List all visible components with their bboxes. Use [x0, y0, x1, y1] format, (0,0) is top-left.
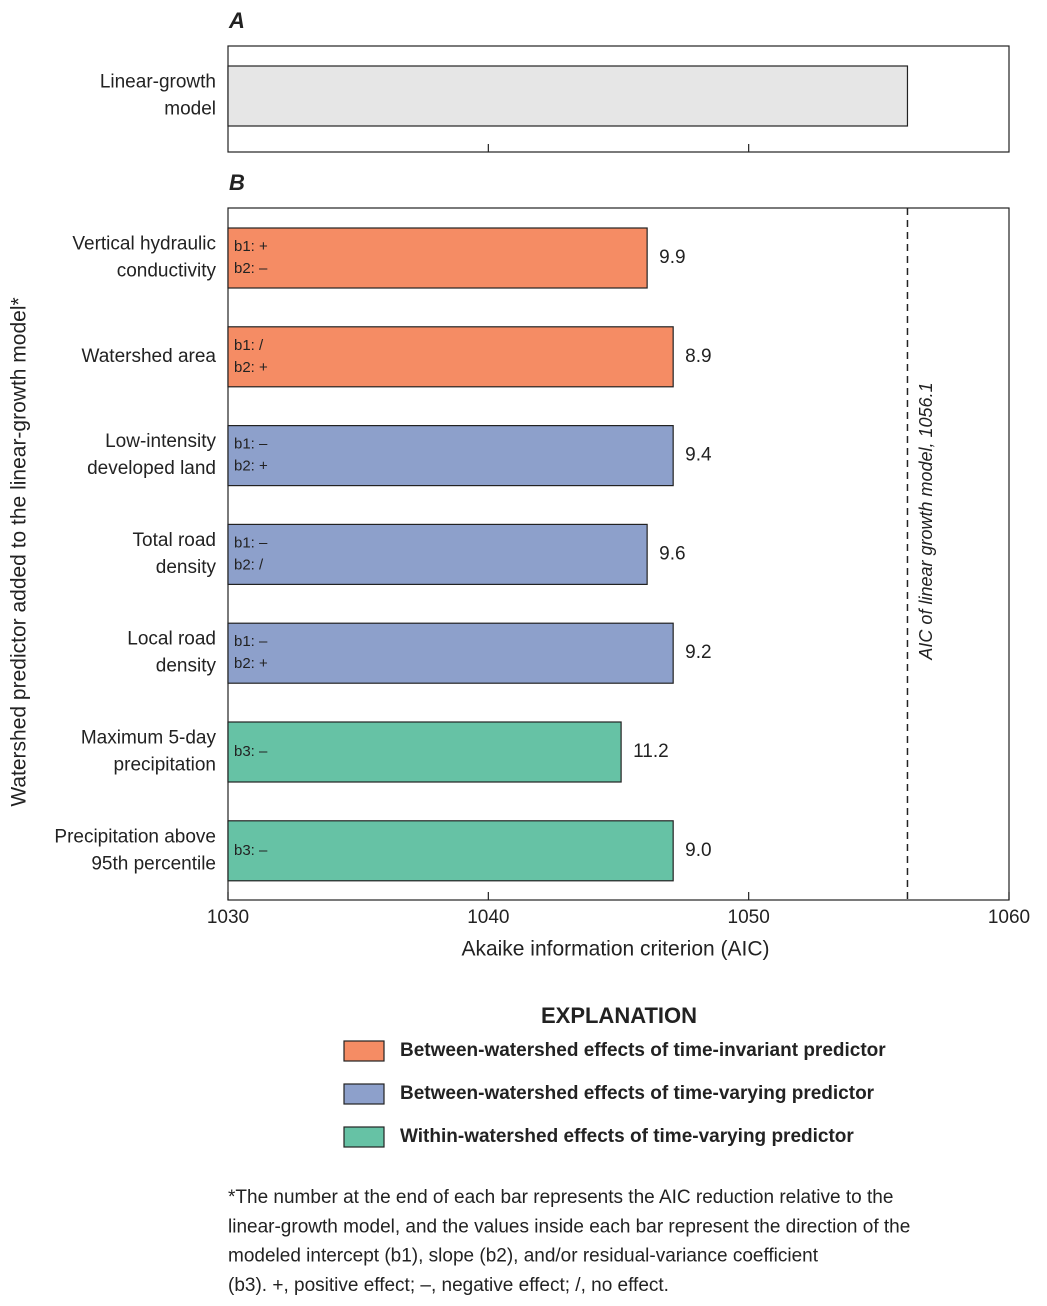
bar [227, 721, 622, 783]
y-tick-label: Watershed area [82, 346, 217, 367]
legend-swatch [343, 1083, 385, 1105]
bar [227, 820, 674, 882]
y-tick-label: conductivity [117, 261, 217, 282]
y-tick-label: precipitation [114, 755, 216, 776]
y-tick-label: Local road [127, 629, 216, 650]
bar-effect: b1: – [234, 436, 268, 453]
panel-label: A [228, 8, 245, 33]
legend-label: Between-watershed effects of time-varyin… [400, 1083, 875, 1104]
y-tick-label: Total road [133, 530, 216, 551]
bar [227, 425, 674, 487]
legend-label: Between-watershed effects of time-invari… [400, 1040, 886, 1061]
y-tick-label: 95th percentile [91, 853, 216, 874]
bar [227, 65, 909, 127]
bar-effect: b2: – [234, 260, 268, 277]
value-label: 11.2 [633, 741, 669, 762]
panel-label: B [229, 170, 245, 195]
bar-effect: b2: + [234, 359, 268, 376]
x-tick-label: 1050 [728, 907, 770, 928]
x-axis-label: Akaike information criterion (AIC) [461, 938, 769, 961]
value-label: 9.2 [685, 642, 711, 663]
bar-effect: b2: / [234, 556, 264, 573]
value-label: 9.6 [659, 543, 685, 564]
footnote: modeled intercept (b1), slope (b2), and/… [228, 1246, 819, 1267]
bar-effect: b3: – [234, 743, 268, 760]
footnote: (b3). +, positive effect; –, negative ef… [228, 1275, 669, 1296]
x-tick-label: 1030 [207, 907, 249, 928]
footnote: linear-growth model, and the values insi… [228, 1216, 910, 1237]
y-tick-label: Vertical hydraulic [72, 234, 216, 255]
bar [227, 523, 648, 586]
bar [227, 622, 674, 684]
footnote: *The number at the end of each bar repre… [228, 1187, 893, 1208]
y-tick-label: Linear-growth [100, 72, 216, 93]
bar-effect: b1: – [234, 534, 268, 551]
value-label: 8.9 [685, 346, 711, 367]
legend-title: EXPLANATION [541, 1003, 697, 1028]
y-tick-label: Maximum 5-day [81, 728, 217, 749]
bar-effect: b2: + [234, 458, 268, 475]
x-tick-label: 1060 [988, 907, 1030, 928]
bar-effect: b1: – [234, 633, 268, 650]
bar-effect: b2: + [234, 655, 268, 672]
legend-swatch [343, 1126, 385, 1148]
value-label: 9.9 [659, 247, 685, 268]
bar [227, 227, 648, 289]
y-tick-label: Low-intensity [105, 431, 216, 452]
y-tick-label: model [164, 99, 216, 120]
x-tick-label: 1040 [467, 907, 509, 928]
annotation: AIC of linear growth model, 1056.1 [916, 382, 936, 660]
y-tick-label: Precipitation above [54, 826, 216, 847]
value-label: 9.0 [685, 840, 711, 861]
bar-effect: b3: – [234, 842, 268, 859]
y-tick-label: density [156, 557, 217, 578]
value-label: 9.4 [685, 445, 712, 466]
legend-swatch [343, 1040, 385, 1062]
y-tick-label: developed land [87, 458, 216, 479]
bar-effect: b1: + [234, 238, 268, 255]
legend-label: Within-watershed effects of time-varying… [400, 1126, 854, 1147]
y-tick-label: density [156, 656, 217, 677]
bar [227, 326, 674, 388]
bar-effect: b1: / [234, 337, 264, 354]
y-axis-label: Watershed predictor added to the linear-… [8, 297, 31, 806]
